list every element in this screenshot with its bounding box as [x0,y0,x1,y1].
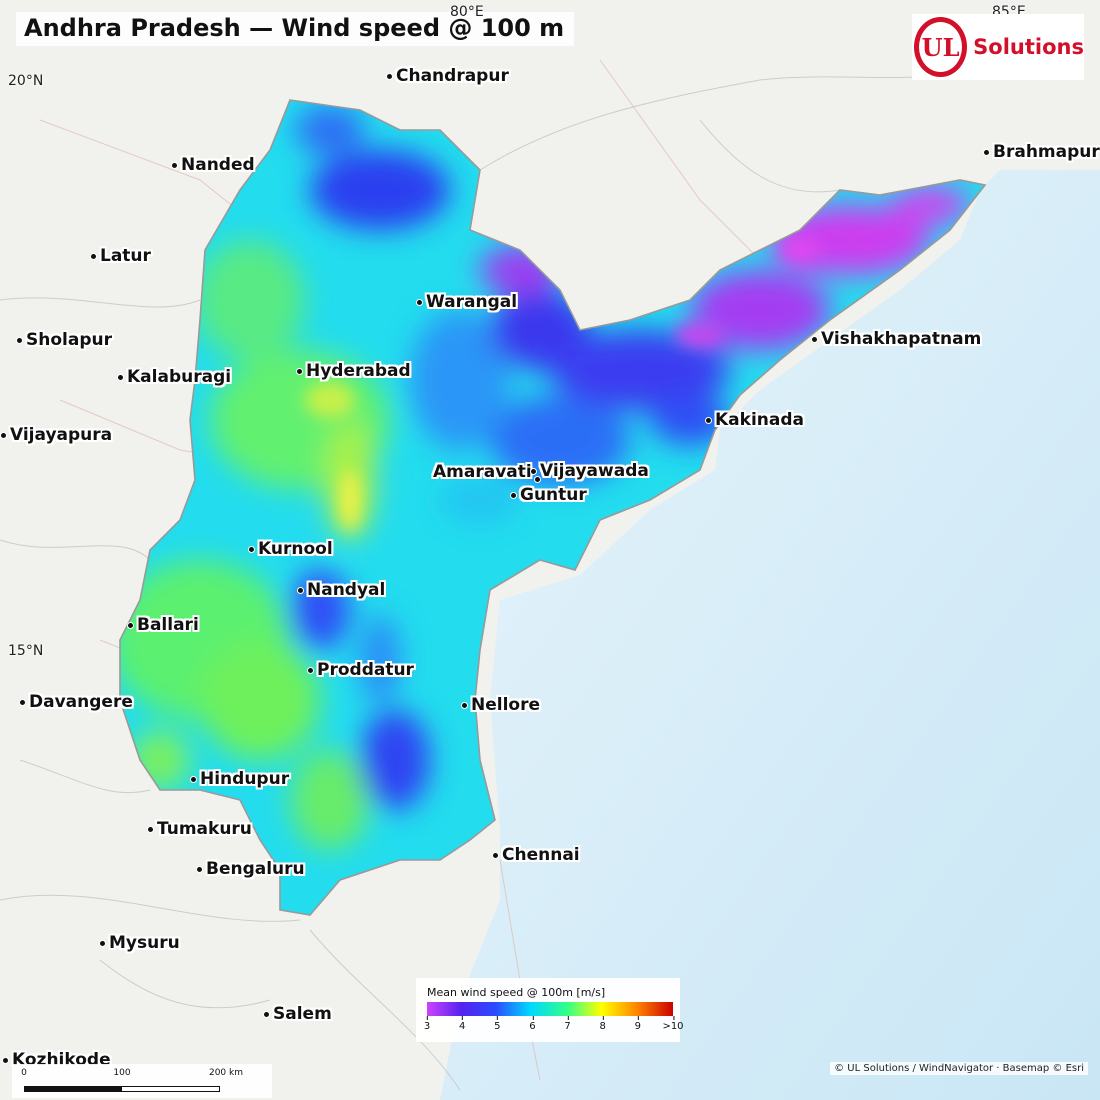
legend-tick-6: 9 [635,1016,641,1032]
legend-tick-7: >10 [662,1016,684,1032]
graticule-lon-80: 80°E [450,4,484,20]
ul-logo-mark: UL [914,17,968,77]
scale-bar-segment-light [122,1087,219,1091]
legend-tick-5: 8 [600,1016,606,1032]
legend-colorbar [427,1002,673,1016]
legend-ticks: 3 4 5 6 7 8 9 >10 [424,1016,684,1038]
legend-tick-4: 7 [564,1016,571,1032]
attribution: © UL Solutions / WindNavigator · Basemap… [830,1062,1088,1075]
sea-area [440,170,1100,1100]
scale-label-0: 0 [21,1068,27,1078]
ul-logo-text: Solutions [973,35,1084,59]
scale-label-200: 200 km [208,1068,244,1078]
legend-tick-label: 9 [634,1021,642,1032]
legend-tick-label: >10 [662,1021,684,1032]
legend-panel: Mean wind speed @ 100m [m/s] 3 4 5 6 7 8 9 >10 [416,978,684,1042]
legend-tick-label: 8 [599,1021,606,1032]
legend-tick-label: 5 [494,1021,501,1032]
legend-tick-3: 6 [529,1016,536,1032]
legend-tick-label: 4 [458,1021,466,1032]
legend-tick-0: 3 [424,1016,430,1032]
legend-tick-1: 4 [459,1016,465,1032]
graticule-lat-20: 20°N [8,73,44,89]
legend-title: Mean wind speed @ 100m [m/s] [427,986,606,999]
legend-tick-label: 3 [423,1021,431,1032]
ul-solutions-logo: UL Solutions [912,14,1084,80]
scale-bar: 0 100 200 km [12,1064,272,1098]
scale-label-100: 100 [113,1068,131,1078]
legend-tick-label: 7 [564,1021,571,1032]
legend-tick-2: 5 [494,1016,500,1032]
graticule-lat-15: 15°N [8,643,44,659]
legend-tick-label: 6 [529,1021,536,1032]
scale-bar-track [24,1086,220,1092]
map-title: Andhra Pradesh — Wind speed @ 100 m [16,12,575,46]
scale-bar-segment-dark [25,1087,122,1091]
